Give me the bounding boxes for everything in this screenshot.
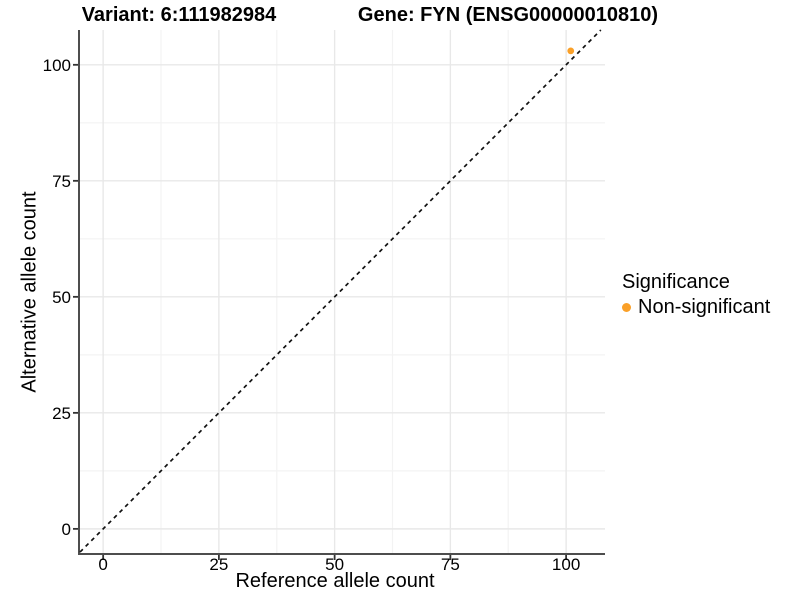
gene-title: Gene: FYN (ENSG00000010810) (357, 4, 659, 26)
legend-item: Non-significant (620, 295, 770, 319)
y-tick-label: 25 (52, 404, 71, 423)
x-tick-label: 25 (209, 555, 228, 574)
y-tick-label: 0 (62, 520, 71, 539)
legend-point-icon (622, 302, 631, 312)
x-axis-label: Reference allele count (235, 570, 435, 592)
legend-item-label: Non-significant (638, 296, 771, 318)
x-tick-label: 50 (325, 555, 344, 574)
y-tick-label: 50 (52, 288, 71, 307)
legend-items: Non-significant (620, 295, 770, 319)
x-tick-label: 0 (98, 555, 107, 574)
legend-title: Significance (622, 271, 730, 293)
data-point (567, 47, 575, 55)
x-tick-label: 75 (441, 555, 460, 574)
variant-title: Variant: 6:111982984 (81, 4, 277, 26)
y-tick-label: 75 (52, 172, 71, 191)
y-axis-label: Alternative allele count (18, 191, 41, 393)
identity-dashed-line (79, 29, 602, 553)
y-tick-label: 100 (43, 56, 71, 75)
legend: Significance Non-significant (620, 270, 770, 319)
x-tick-label: 100 (552, 555, 580, 574)
